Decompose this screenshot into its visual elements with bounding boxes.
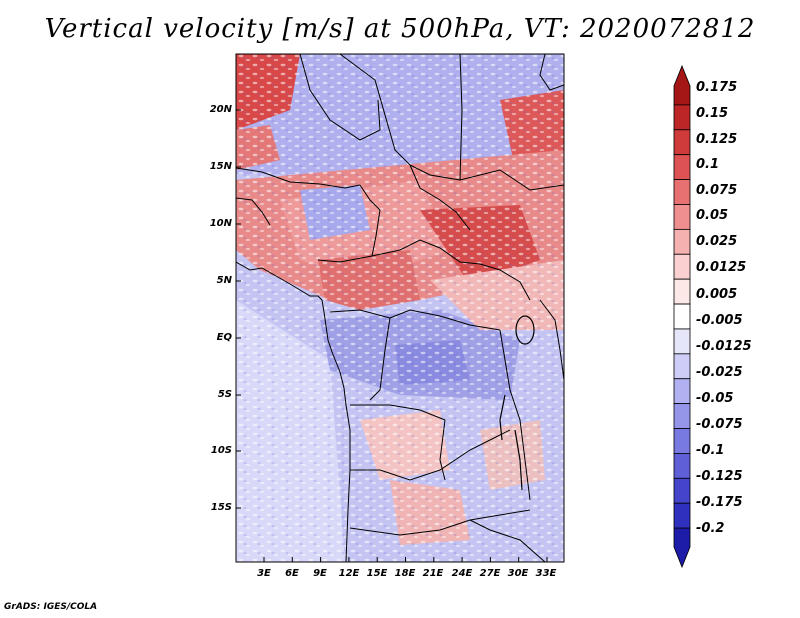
lakes	[499, 315, 535, 491]
colorbar-label: -0.1	[696, 443, 725, 458]
colorbar-label: 0.025	[696, 234, 738, 249]
lon-tick-label: 30E	[507, 568, 529, 579]
lon-tick-label: 9E	[313, 568, 327, 579]
colorbar-swatch	[673, 129, 691, 156]
colorbar-swatch	[673, 477, 691, 504]
colorbar-swatch	[673, 502, 691, 529]
footer-credit: GrADS: IGES/COLA	[4, 602, 98, 612]
lat-tick-label: EQ	[216, 332, 232, 343]
velocity-field	[236, 54, 564, 562]
colorbar-swatch	[673, 179, 691, 205]
lon-tick-label: 18E	[394, 568, 416, 579]
colorbar-swatch	[673, 527, 691, 569]
coastlines-borders	[236, 54, 564, 562]
lon-tick-label: 21E	[422, 568, 444, 579]
lat-tick-label: 20N	[209, 104, 232, 115]
colorbar-label: 0.125	[696, 132, 738, 147]
lon-tick-label: 3E	[257, 568, 271, 579]
colorbar-swatch	[673, 428, 691, 454]
lon-tick-label: 24E	[451, 568, 473, 579]
lon-tick-label: 12E	[338, 568, 360, 579]
colorbar-swatch	[673, 303, 691, 330]
colorbar-label: -0.0125	[696, 339, 752, 354]
colorbar-swatch	[673, 253, 691, 280]
colorbar-swatch	[673, 204, 691, 230]
colorbar-label: -0.005	[696, 313, 743, 328]
colorbar	[673, 64, 691, 569]
colorbar-label: 0.05	[696, 208, 729, 223]
colorbar-label: 0.005	[696, 287, 738, 302]
colorbar-label: 0.0125	[696, 260, 747, 275]
colorbar-label: 0.15	[696, 106, 729, 121]
colorbar-swatch	[673, 328, 691, 355]
colorbar-swatch	[673, 378, 691, 405]
lon-tick-label: 15E	[366, 568, 388, 579]
colorbar-swatch	[673, 154, 691, 180]
lon-tick-label: 33E	[535, 568, 557, 579]
colorbar-swatch	[673, 64, 691, 106]
colorbar-label: 0.175	[696, 80, 738, 95]
colorbar-swatch	[673, 278, 691, 305]
colorbar-label: -0.175	[696, 495, 743, 510]
colorbar-label: 0.1	[696, 157, 720, 172]
colorbar-label: -0.2	[696, 521, 725, 536]
lat-tick-label: 5S	[217, 389, 232, 400]
lat-tick-label: 15N	[209, 161, 232, 172]
colorbar-swatch	[673, 453, 691, 479]
colorbar-label: -0.125	[696, 469, 743, 484]
colorbar-swatch	[673, 104, 691, 131]
map-title: Vertical velocity [m/s] at 500hPa, VT: 2…	[44, 14, 756, 44]
map-frame	[235, 53, 565, 563]
colorbar-label: -0.075	[696, 417, 743, 432]
colorbar-label: -0.025	[696, 365, 743, 380]
lon-tick-label: 6E	[285, 568, 299, 579]
lat-tick-label: 5N	[216, 275, 232, 286]
lat-tick-label: 10S	[210, 445, 232, 456]
lon-tick-label: 27E	[479, 568, 501, 579]
lat-tick-label: 15S	[210, 502, 232, 513]
lat-tick-label: 10N	[209, 218, 232, 229]
colorbar-swatch	[673, 403, 691, 429]
colorbar-label: 0.075	[696, 183, 738, 198]
colorbar-swatch	[673, 353, 691, 380]
colorbar-label: -0.05	[696, 391, 734, 406]
colorbar-swatch	[673, 228, 691, 255]
